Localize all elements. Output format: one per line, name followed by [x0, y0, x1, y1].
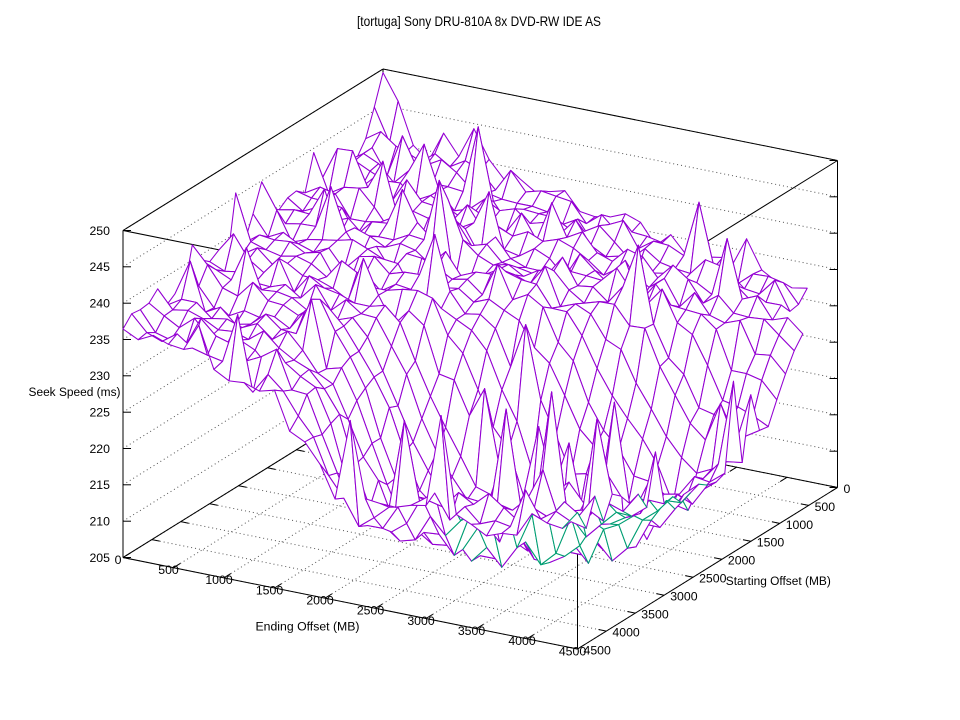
- svg-text:4500: 4500: [584, 643, 612, 657]
- svg-text:240: 240: [89, 297, 110, 311]
- svg-text:2500: 2500: [699, 572, 727, 586]
- svg-text:[tortuga] Sony DRU-810A 8x DVD: [tortuga] Sony DRU-810A 8x DVD-RW IDE AS: [357, 14, 601, 29]
- svg-text:230: 230: [89, 369, 110, 383]
- svg-text:215: 215: [89, 478, 110, 492]
- svg-text:3500: 3500: [641, 608, 669, 622]
- svg-text:1500: 1500: [757, 536, 785, 550]
- svg-text:500: 500: [158, 563, 179, 577]
- svg-text:3000: 3000: [407, 614, 435, 628]
- svg-text:Seek Speed (ms): Seek Speed (ms): [29, 385, 121, 399]
- svg-text:0: 0: [115, 553, 122, 567]
- svg-text:3000: 3000: [670, 590, 698, 604]
- svg-text:Starting Offset (MB): Starting Offset (MB): [726, 574, 831, 588]
- svg-text:2500: 2500: [357, 604, 385, 618]
- svg-text:500: 500: [815, 500, 836, 514]
- svg-text:2000: 2000: [306, 594, 334, 608]
- svg-text:235: 235: [89, 333, 110, 347]
- svg-text:2000: 2000: [728, 554, 756, 568]
- svg-text:210: 210: [89, 515, 110, 529]
- svg-text:4500: 4500: [559, 644, 587, 658]
- svg-text:1000: 1000: [205, 573, 233, 587]
- svg-text:4000: 4000: [612, 626, 640, 640]
- svg-text:1000: 1000: [786, 518, 814, 532]
- svg-text:1500: 1500: [256, 583, 284, 597]
- svg-text:220: 220: [89, 442, 110, 456]
- svg-text:Ending Offset (MB): Ending Offset (MB): [256, 619, 360, 633]
- svg-text:0: 0: [844, 482, 851, 496]
- svg-text:245: 245: [89, 260, 110, 274]
- svg-text:250: 250: [89, 224, 110, 238]
- svg-text:225: 225: [89, 406, 110, 420]
- svg-text:3500: 3500: [458, 624, 486, 638]
- svg-text:205: 205: [89, 551, 110, 565]
- svg-text:4000: 4000: [508, 634, 536, 648]
